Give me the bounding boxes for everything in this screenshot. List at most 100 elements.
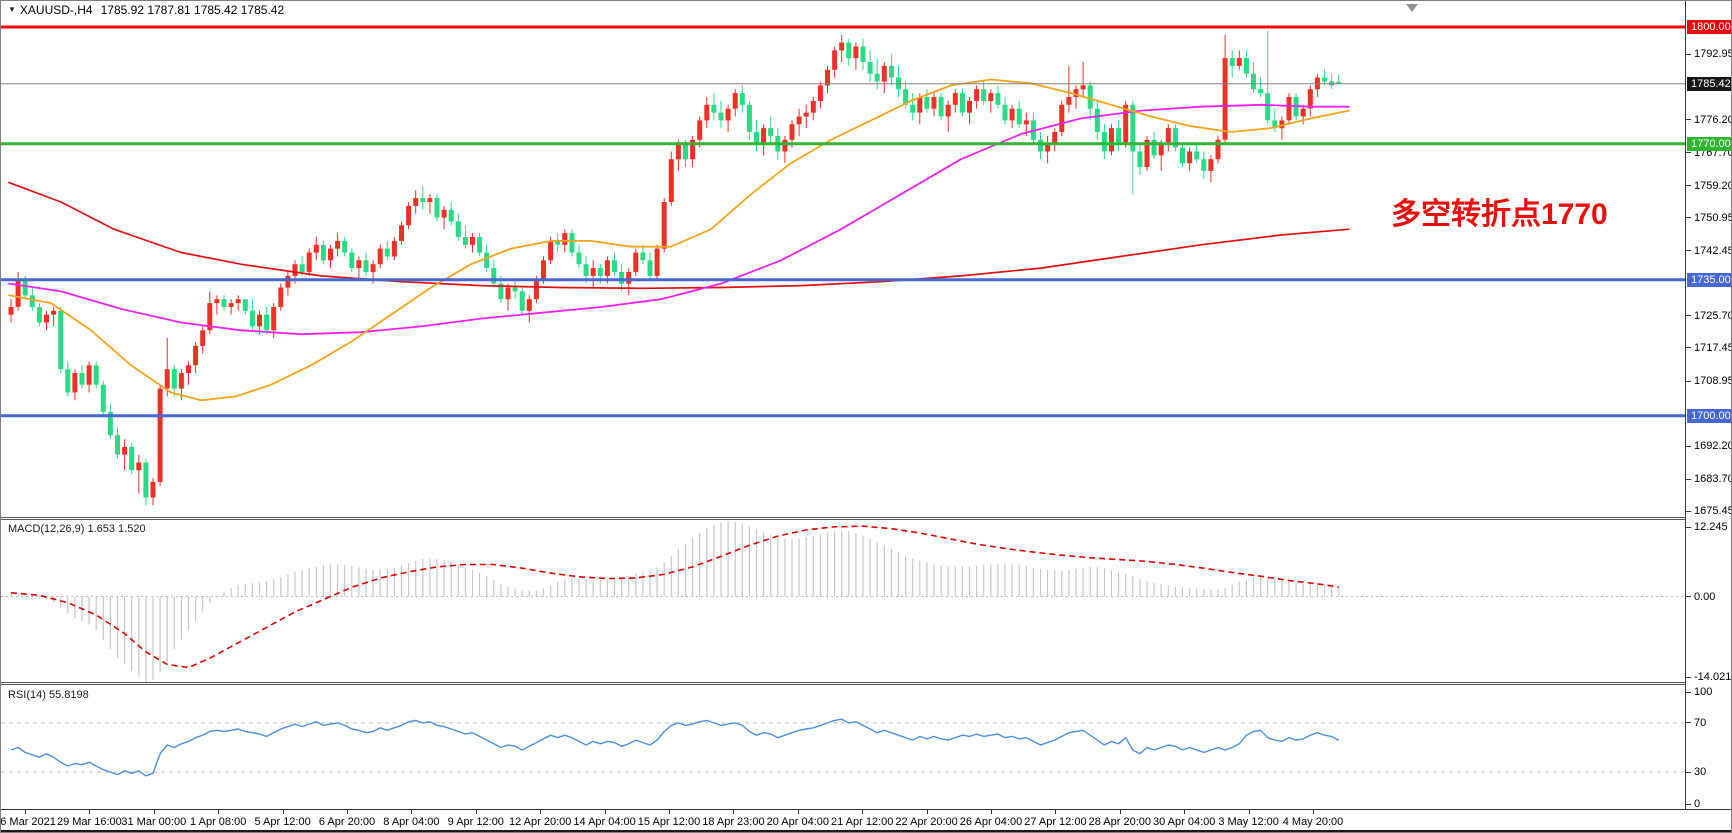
candle-body: [271, 307, 277, 331]
candle-body: [72, 373, 78, 393]
time-axis[interactable]: 26 Mar 2021 29 Mar 16:00 31 Mar 00:00 1 Apr…: [1, 810, 1687, 832]
pane-separator[interactable]: [1, 682, 1731, 685]
candle-body: [299, 264, 305, 272]
candle-body: [1002, 104, 1008, 121]
candle-body: [399, 225, 404, 241]
candle-body: [65, 369, 71, 393]
candle-body: [974, 89, 980, 101]
candle-body: [1322, 77, 1327, 82]
candle-body: [725, 108, 731, 121]
candle-body: [285, 275, 291, 288]
candle-body: [825, 69, 830, 86]
time-tick-label: 5 Apr 12:00: [254, 816, 311, 828]
window-bottom-border: [1, 830, 1731, 832]
axis-tick-mark: [1686, 119, 1691, 121]
candle-body: [1016, 108, 1022, 125]
candle-body: [817, 85, 823, 101]
axis-tick-mark: [1686, 478, 1691, 480]
candle-body: [235, 299, 241, 304]
candle-body: [278, 287, 284, 307]
candle-body: [612, 260, 617, 272]
text-annotation[interactable]: 多空转折点1770: [1391, 198, 1608, 231]
collapse-icon[interactable]: ▼: [8, 5, 16, 14]
price-tick-label: 1725.70: [1694, 309, 1732, 322]
time-tick-mark: [153, 810, 155, 814]
candle-body: [1101, 132, 1107, 152]
candle-body: [654, 248, 660, 276]
candle-body: [548, 240, 554, 261]
candle-body: [363, 260, 369, 272]
candle-body: [1243, 58, 1249, 74]
axis-tick-mark: [1686, 250, 1691, 252]
axis-tick-mark: [1686, 676, 1691, 678]
time-tick-label: 20 Apr 04:00: [766, 816, 829, 828]
candle-body: [668, 159, 674, 202]
candle-body: [143, 462, 149, 498]
main-price-pane[interactable]: [1, 1, 1687, 520]
candle-body: [377, 248, 383, 265]
candle-body: [839, 42, 845, 51]
candle-body: [22, 279, 28, 296]
candles: [8, 30, 1342, 506]
candle-body: [292, 264, 298, 276]
chart-shift-marker-icon[interactable]: [1406, 4, 1418, 12]
time-tick-mark: [733, 810, 735, 814]
chart-title-bar: ▼ XAUUSD-,H4 1785.92 1787.81 1785.42 1785.…: [8, 3, 284, 17]
rsi-tick-label: 30: [1694, 766, 1707, 779]
time-tick-mark: [669, 810, 670, 814]
time-tick-label: 28 Apr 20:00: [1088, 816, 1151, 828]
candle-body: [981, 89, 987, 101]
time-tick-label: 21 Apr 12:00: [830, 816, 894, 828]
axis-tick-mark: [1686, 152, 1691, 154]
candle-body: [1180, 147, 1185, 164]
candle-body: [1286, 97, 1292, 121]
candle-body: [1201, 159, 1207, 171]
candle-body: [661, 202, 667, 249]
candle-body: [1052, 132, 1058, 144]
candle-body: [967, 100, 972, 113]
candle-body: [122, 446, 128, 455]
candle-body: [555, 240, 561, 245]
candle-body: [44, 314, 49, 323]
candle-body: [406, 205, 412, 226]
candle-body: [569, 233, 575, 253]
candle-body: [455, 221, 461, 237]
candle-body: [1130, 104, 1136, 152]
candle-body: [690, 139, 696, 160]
price-axis[interactable]: 1792.95 1776.20 1767.70 1759.20 1750.95 1742.…: [1685, 1, 1732, 810]
pane-separator[interactable]: [1, 517, 1731, 520]
symbol-period-label: XAUUSD-,H4: [19, 3, 93, 17]
axis-tick-mark: [1686, 217, 1691, 219]
candle-body: [1009, 108, 1015, 121]
candle-body: [349, 252, 355, 269]
candle-body: [803, 112, 809, 117]
axis-tick-mark: [1686, 347, 1691, 349]
price-tick-label: 1742.45: [1694, 244, 1732, 257]
price-tick-label: 1708.95: [1694, 375, 1732, 388]
time-tick-mark: [282, 810, 284, 814]
candle-body: [448, 209, 454, 222]
candle-body: [320, 244, 326, 261]
candle-body: [881, 65, 887, 82]
candle-body: [754, 132, 759, 144]
candle-body: [597, 268, 603, 276]
time-tick-label: 14 Apr 04:00: [573, 816, 636, 828]
candle-body: [100, 384, 106, 412]
candle-body: [1066, 97, 1072, 105]
candle-body: [221, 299, 227, 307]
candle-body: [1073, 89, 1079, 97]
candle-body: [370, 264, 376, 272]
axis-tick-mark: [1686, 380, 1691, 382]
candle-body: [640, 252, 646, 261]
candle-body: [462, 237, 468, 245]
macd-tick-label: 0.00: [1694, 590, 1716, 603]
macd-pane[interactable]: [1, 521, 1687, 683]
candle-body: [761, 128, 767, 144]
time-tick-mark: [797, 810, 799, 814]
rsi-tick-label: 70: [1694, 716, 1707, 729]
candle-body: [420, 198, 426, 202]
rsi-pane[interactable]: [1, 686, 1687, 809]
candle-body: [1279, 120, 1285, 129]
candle-body: [1038, 139, 1043, 152]
candle-body: [1208, 159, 1214, 171]
